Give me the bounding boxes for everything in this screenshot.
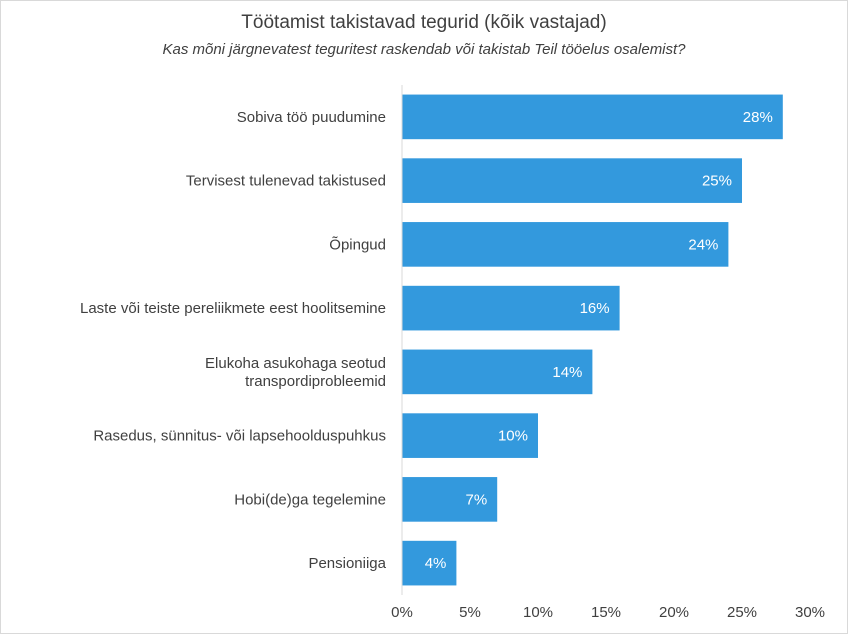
- category-label-line: Tervisest tulenevad takistused: [186, 173, 386, 190]
- x-tick-label: 20%: [659, 604, 689, 621]
- chart-title: Töötamist takistavad tegurid (kõik vasta…: [241, 12, 607, 33]
- value-label: 14%: [552, 364, 582, 381]
- category-label: Tervisest tulenevad takistused: [186, 173, 386, 190]
- value-label: 7%: [466, 491, 488, 508]
- bars-layer: [402, 94, 783, 586]
- chart-subtitle: Kas mõni järgnevatest teguritest raskend…: [162, 41, 686, 58]
- value-label: 25%: [702, 173, 732, 190]
- category-label: Pensioniiga: [308, 555, 386, 572]
- category-label-line: Õpingud: [329, 236, 386, 253]
- bar: [402, 285, 620, 331]
- bar: [402, 349, 593, 395]
- category-label: Õpingud: [329, 236, 386, 253]
- category-label-line: Laste või teiste pereliikmete eest hooli…: [80, 300, 386, 317]
- value-label: 10%: [498, 428, 528, 445]
- category-label: Elukoha asukohaga seotud transpordiproble…: [205, 355, 386, 390]
- x-tick-label: 5%: [459, 604, 481, 621]
- category-label-line: transpordiprobleemid: [245, 373, 386, 390]
- bar: [402, 477, 498, 522]
- value-label: 24%: [688, 236, 718, 253]
- value-labels-layer: 28% 25% 24% 16% 14% 10% 7% 4%: [425, 109, 773, 572]
- bar: [402, 540, 457, 586]
- x-tick-label: 30%: [795, 604, 825, 621]
- x-axis: 0% 5% 10% 15% 20% 25% 30%: [391, 85, 825, 621]
- category-label-line: Sobiva töö puudumine: [237, 109, 386, 126]
- category-label: Laste või teiste pereliikmete eest hooli…: [80, 300, 386, 317]
- category-label: Sobiva töö puudumine: [237, 109, 386, 126]
- bar: [402, 222, 729, 267]
- category-label-line: Hobi(de)ga tegelemine: [234, 491, 386, 508]
- category-label-line: Pensioniiga: [308, 555, 386, 572]
- category-labels-layer: Sobiva töö puudumine Tervisest tulenevad …: [80, 109, 387, 572]
- value-label: 28%: [743, 109, 773, 126]
- bar: [402, 158, 742, 203]
- x-tick-label: 0%: [391, 604, 413, 621]
- category-label-line: Rasedus, sünnitus- või lapsehoolduspuhku…: [93, 428, 386, 445]
- category-label: Rasedus, sünnitus- või lapsehoolduspuhku…: [93, 428, 386, 445]
- bar: [402, 413, 538, 458]
- category-label-line: Elukoha asukohaga seotud: [205, 355, 386, 372]
- category-label: Hobi(de)ga tegelemine: [234, 491, 386, 508]
- value-label: 4%: [425, 555, 447, 572]
- x-tick-label: 25%: [727, 604, 757, 621]
- x-tick-label: 15%: [591, 604, 621, 621]
- value-label: 16%: [580, 300, 610, 317]
- bar: [402, 94, 783, 140]
- x-tick-label: 10%: [523, 604, 553, 621]
